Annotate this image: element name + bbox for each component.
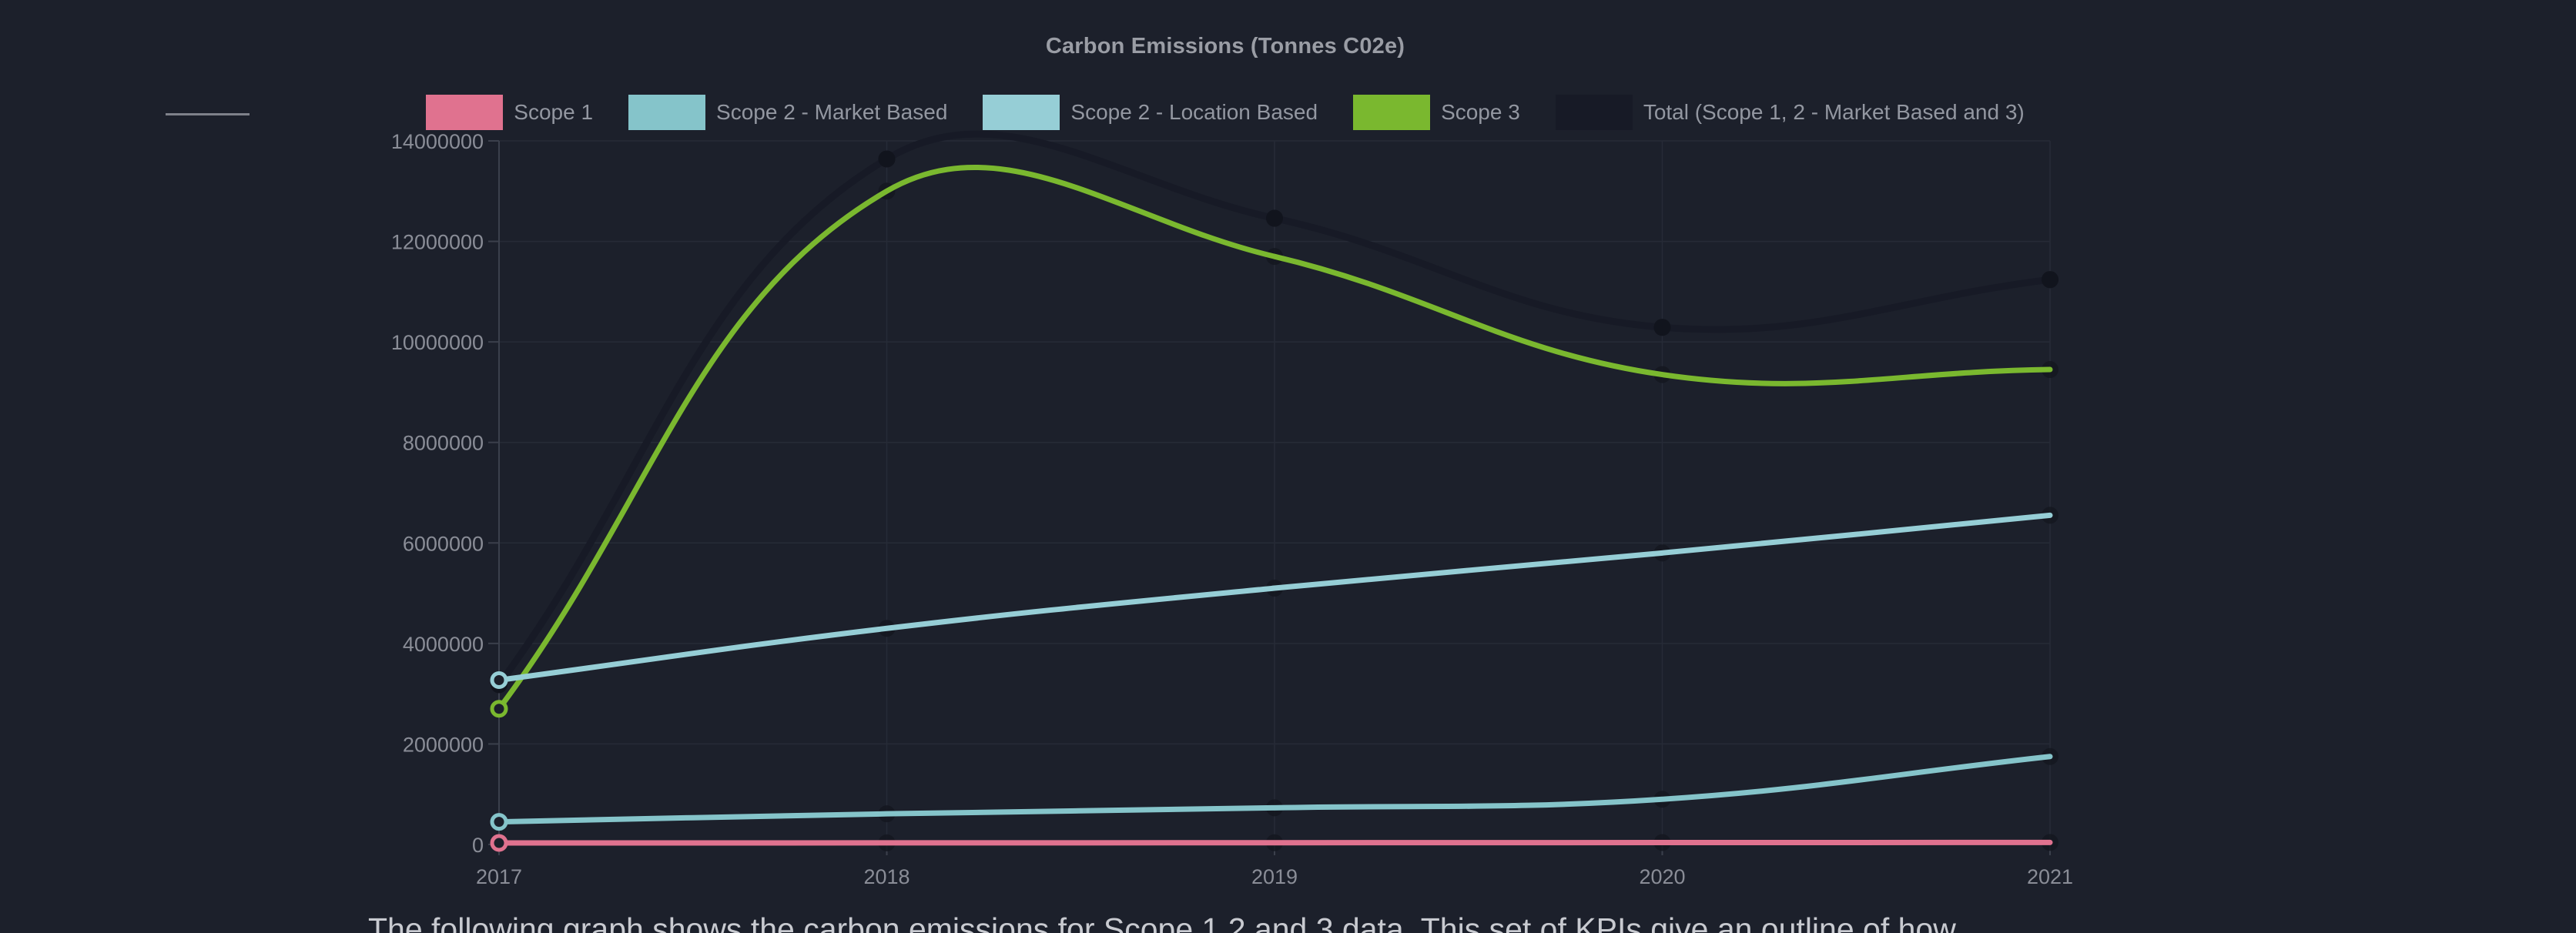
data-point-total-scope-1-2-market-based-and-3 xyxy=(878,150,896,168)
series-line-scope-3 xyxy=(496,164,2053,712)
y-tick-label: 12000000 xyxy=(391,231,484,254)
legend-swatch-scope-1[interactable] xyxy=(426,95,504,130)
y-tick-label: 8000000 xyxy=(403,432,484,455)
y-tick-label: 10000000 xyxy=(391,331,484,354)
legend-label: Scope 3 xyxy=(1441,100,1520,124)
data-point-scope-2-location-based xyxy=(490,671,508,690)
legend-item-scope-2-location-based[interactable]: Scope 2 - Location Based xyxy=(983,95,1318,130)
legend-item-scope-3[interactable]: Scope 3 xyxy=(1353,95,1520,130)
chart-title: Carbon Emissions (Tonnes C02e) xyxy=(1045,34,1405,59)
x-tick-label: 2018 xyxy=(863,865,909,888)
legend-swatch-scope-2-market-based[interactable] xyxy=(628,95,706,130)
data-point-total-scope-1-2-market-based-and-3 xyxy=(2042,271,2058,289)
y-tick-label: 0 xyxy=(472,834,484,857)
legend-item-scope-1[interactable]: Scope 1 xyxy=(426,95,593,130)
y-tick-label: 14000000 xyxy=(391,130,484,153)
data-point-total-scope-1-2-market-based-and-3 xyxy=(1653,319,1671,336)
x-tick-label: 2020 xyxy=(1639,865,1685,888)
data-point-scope-2-market-based xyxy=(490,813,508,831)
legend-item-total-scope-1-2-market-based-and-3[interactable]: Total (Scope 1, 2 - Market Based and 3) xyxy=(1555,95,2025,130)
legend-swatch-total-scope-1-2-market-based-and-3[interactable] xyxy=(1555,95,1633,130)
y-tick-label: 4000000 xyxy=(403,633,484,656)
legend-label: Scope 2 - Market Based xyxy=(716,100,948,124)
series-line-scope-1 xyxy=(496,839,2053,846)
legend-item-scope-2-market-based[interactable]: Scope 2 - Market Based xyxy=(628,95,947,130)
data-point-scope-3 xyxy=(490,700,508,718)
legend-hidden-item-line xyxy=(166,113,250,115)
footer-note: The following graph shows the carbon emi… xyxy=(368,911,1956,933)
series-line-scope-2-location-based xyxy=(496,512,2053,684)
series-line-total-scope-1-2-market-based-and-3 xyxy=(495,130,2054,688)
data-point-scope-1 xyxy=(490,834,508,852)
x-tick-label: 2019 xyxy=(1251,865,1298,888)
data-point-total-scope-1-2-market-based-and-3 xyxy=(1266,209,1283,227)
x-tick-label: 2017 xyxy=(476,865,522,888)
series-line-scope-2-market-based xyxy=(496,754,2053,825)
chart-legend: Scope 1 Scope 2 - Market Based Scope 2 - L… xyxy=(0,95,2450,130)
legend-label: Scope 2 - Location Based xyxy=(1070,100,1318,124)
legend-swatch-scope-3[interactable] xyxy=(1353,95,1431,130)
y-tick-label: 2000000 xyxy=(403,733,484,756)
legend-label: Total (Scope 1, 2 - Market Based and 3) xyxy=(1643,100,2025,124)
legend-swatch-scope-2-location-based[interactable] xyxy=(983,95,1060,130)
x-tick-label: 2021 xyxy=(2027,865,2073,888)
y-tick-label: 6000000 xyxy=(403,532,484,555)
legend-label: Scope 1 xyxy=(514,100,594,124)
